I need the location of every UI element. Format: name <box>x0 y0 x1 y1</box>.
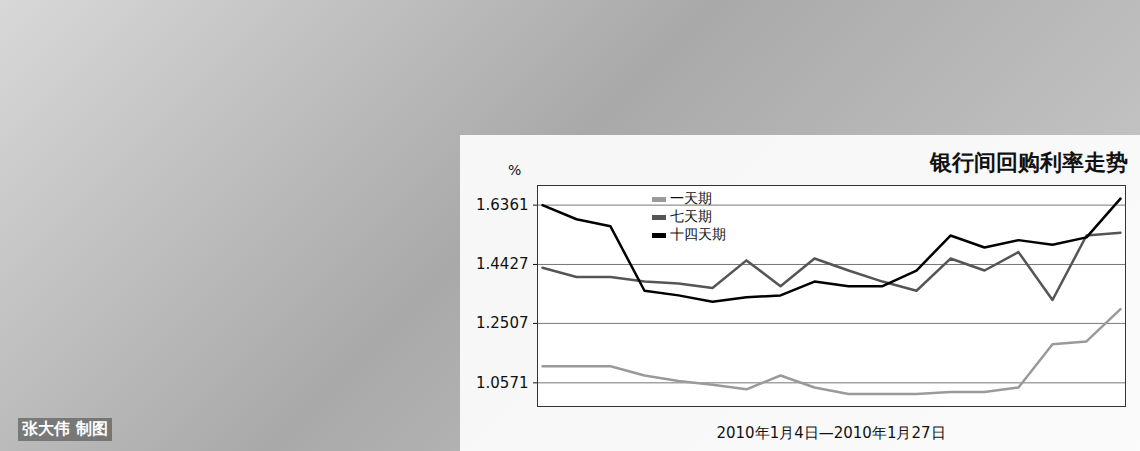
html-text:七天期: 七天期 <box>670 208 712 224</box>
html-text:张大伟 制图: 张大伟 制图 <box>22 419 108 438</box>
svg-text:1.6361: 1.6361 <box>476 196 529 214</box>
html-text:银行间回购利率走势: 银行间回购利率走势 <box>930 150 1128 175</box>
svg-text:1.2507: 1.2507 <box>476 314 529 332</box>
svg-text:1.4427: 1.4427 <box>476 255 529 273</box>
html-text:2010年1月4日—2010年1月27日: 2010年1月4日—2010年1月27日 <box>716 424 946 442</box>
svg-text:1.0571: 1.0571 <box>476 374 529 392</box>
html-text:一天期: 一天期 <box>670 190 712 206</box>
html-text:十四天期: 十四天期 <box>670 226 726 242</box>
